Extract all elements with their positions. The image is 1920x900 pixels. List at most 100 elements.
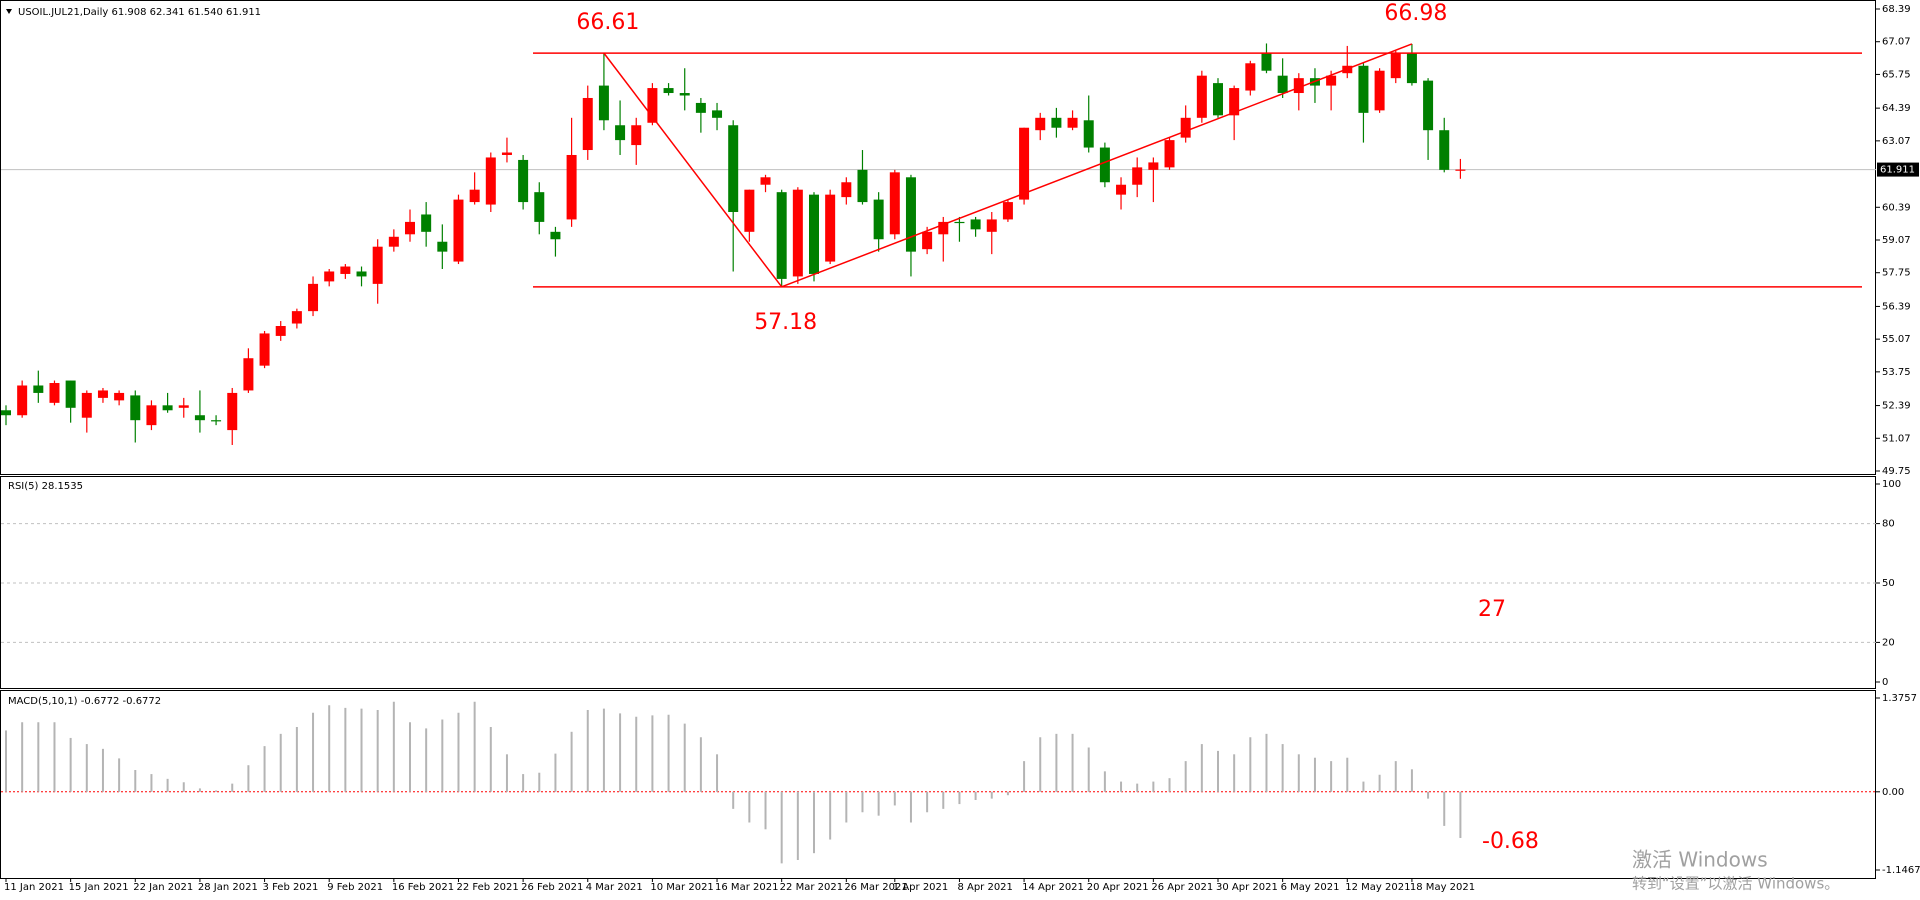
x-tick-label: 8 Apr 2021: [957, 882, 1012, 893]
candle-body: [809, 194, 819, 274]
x-tick-label: 26 Mar 2021: [844, 882, 907, 893]
x-tick-label: 4 Mar 2021: [586, 882, 643, 893]
y-tick-label: 63.07: [1882, 136, 1911, 147]
candle-body: [1439, 130, 1450, 170]
candle-body: [534, 192, 545, 222]
candle-body: [469, 189, 480, 203]
candle-body: [695, 102, 706, 113]
x-tick-label: 22 Jan 2021: [133, 882, 193, 893]
candle-body: [1374, 70, 1385, 111]
price-panel: [0, 0, 1876, 475]
y-tick-label: 51.07: [1882, 433, 1911, 444]
y-tick-label: 50: [1882, 578, 1895, 589]
candle-body: [760, 177, 771, 185]
y-tick-label: 68.39: [1882, 4, 1911, 15]
candle-body: [1099, 147, 1110, 183]
x-tick-label: 18 May 2021: [1410, 882, 1475, 893]
candle-body: [1148, 162, 1159, 170]
y-tick-label: 80: [1882, 519, 1895, 530]
close: 61.911: [226, 7, 261, 18]
candle-body: [1326, 75, 1337, 86]
candle-body: [647, 88, 658, 123]
candle-body: [857, 169, 868, 203]
candle-body: [81, 392, 92, 418]
candle-body: [1245, 63, 1256, 91]
candle-body: [388, 236, 399, 247]
y-tick-label: 53.75: [1882, 367, 1911, 378]
candle-body: [1116, 184, 1127, 195]
x-tick-label: 26 Apr 2021: [1151, 882, 1213, 893]
x-tick-label: 16 Feb 2021: [392, 882, 454, 893]
x-tick-label: 16 Mar 2021: [715, 882, 778, 893]
candle-body: [905, 177, 916, 252]
y-tick-label: 49.75: [1882, 466, 1911, 477]
candle-body: [1261, 53, 1272, 71]
candle-body: [243, 358, 254, 391]
candle-body: [663, 88, 674, 94]
trend-line: [781, 43, 1413, 288]
candle-body: [1423, 80, 1434, 131]
macd-panel: [0, 690, 1876, 879]
candle-body: [437, 241, 448, 252]
candle-body: [631, 125, 642, 146]
candle-body: [550, 231, 561, 240]
candle-body: [1164, 140, 1175, 168]
x-tick-label: 28 Jan 2021: [198, 882, 258, 893]
candle-body: [582, 97, 593, 151]
x-tick-label: 30 Apr 2021: [1216, 882, 1278, 893]
candle-body: [1406, 53, 1417, 84]
y-tick-label: 65.75: [1882, 69, 1911, 80]
current-price-box: [1877, 162, 1919, 177]
candle-body: [1051, 117, 1062, 128]
x-tick-label: 11 Jan 2021: [4, 882, 64, 893]
candle-body: [291, 311, 302, 324]
x-tick-label: 22 Feb 2021: [456, 882, 518, 893]
candle-body: [49, 383, 60, 403]
y-tick-label: 60.39: [1882, 202, 1911, 213]
x-tick-label: 20 Apr 2021: [1087, 882, 1149, 893]
candle-body: [97, 390, 108, 398]
candle-body: [194, 415, 205, 421]
y-tick-label: 0.00: [1882, 787, 1904, 798]
level-label: 66.61: [576, 10, 639, 35]
candle-body: [33, 385, 44, 393]
y-tick-label: 55.07: [1882, 334, 1911, 345]
symbol: USOIL.JUL21,Daily: [18, 7, 108, 18]
level-label: 66.98: [1384, 1, 1447, 26]
x-tick-label: 14 Apr 2021: [1022, 882, 1084, 893]
y-tick-label: -1.1467: [1882, 865, 1920, 876]
x-tick-label: 6 May 2021: [1281, 882, 1340, 893]
candle-body: [114, 392, 125, 401]
candle-body: [501, 152, 512, 155]
menu-arrow[interactable]: [6, 9, 12, 14]
candle-body: [1196, 75, 1207, 118]
candle-body: [1180, 117, 1191, 138]
candle-body: [1277, 75, 1288, 94]
candle-body: [227, 392, 238, 431]
candle-body: [954, 221, 965, 224]
candle-body: [275, 326, 286, 336]
y-tick-label: 20: [1882, 637, 1895, 648]
y-tick-label: 0: [1882, 677, 1888, 688]
candle-body: [130, 395, 141, 421]
x-tick-label: 15 Jan 2021: [69, 882, 129, 893]
chart-header: USOIL.JUL21,Daily 61.908 62.341 61.540 6…: [18, 7, 261, 18]
y-tick-label: 67.07: [1882, 37, 1911, 48]
y-tick-label: 57.75: [1882, 268, 1911, 279]
candle-body: [65, 380, 76, 408]
candle-body: [938, 221, 949, 235]
y-tick-label: 52.39: [1882, 401, 1911, 412]
candle-body: [1229, 88, 1240, 116]
candle-body: [485, 157, 496, 205]
candle-body: [615, 125, 626, 141]
rsi-label: 27: [1478, 597, 1506, 622]
x-tick-label: 22 Mar 2021: [780, 882, 843, 893]
current-price-label: 61.911: [1880, 165, 1915, 176]
x-tick-label: 26 Feb 2021: [521, 882, 583, 893]
candle-body: [679, 93, 690, 96]
macd-label: -0.68: [1482, 829, 1539, 854]
x-tick-label: 9 Feb 2021: [327, 882, 383, 893]
candle-body: [598, 85, 609, 121]
candle-body: [1019, 127, 1030, 200]
